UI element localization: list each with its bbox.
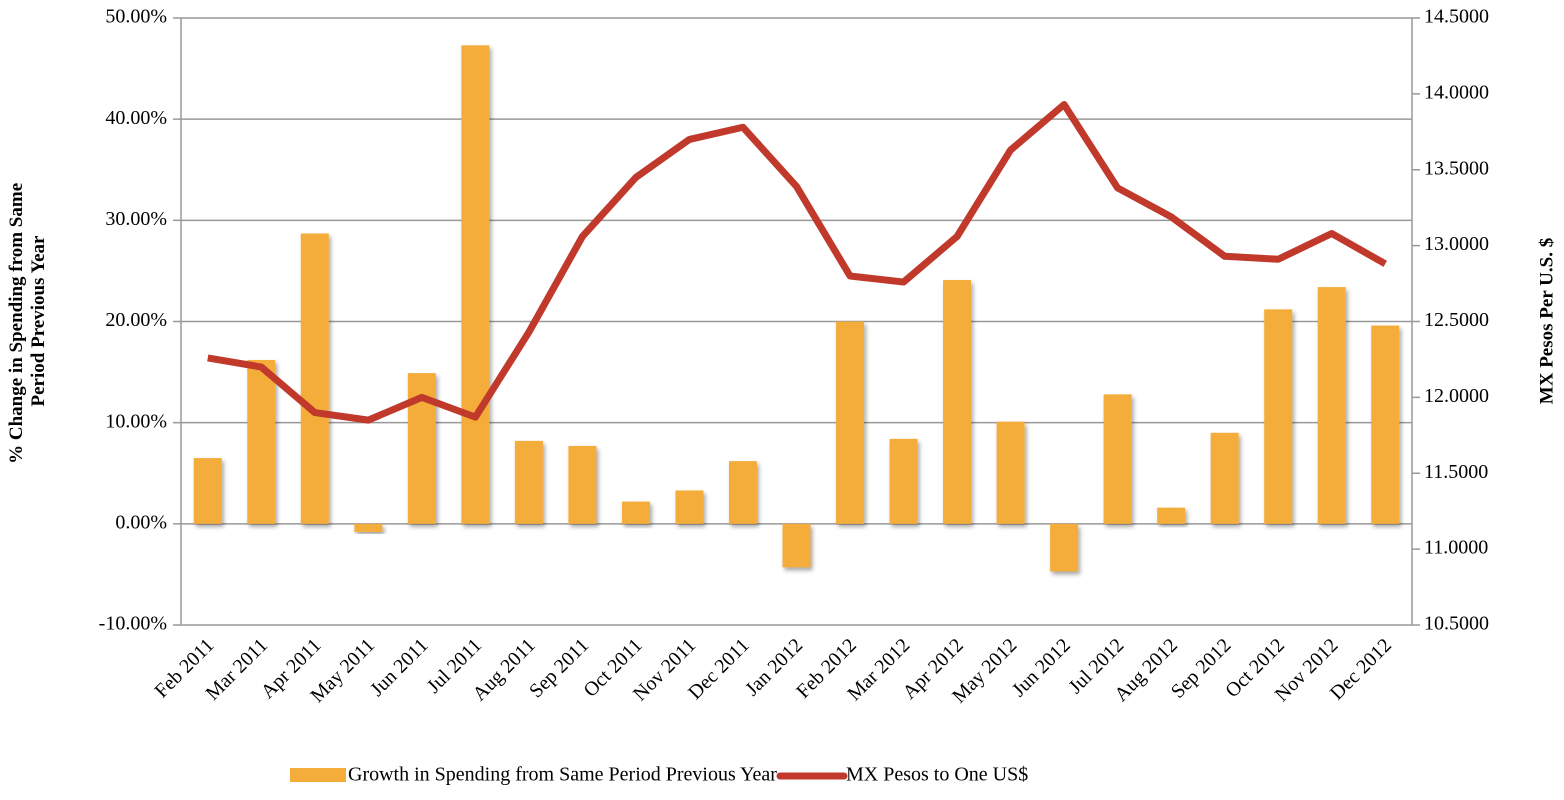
y2-tick-label: 12.0000: [1424, 385, 1489, 407]
y2-axis-title: MX Pesos Per U.S. $: [1536, 238, 1557, 404]
bar: [568, 445, 597, 524]
y2-tick-label: 11.0000: [1424, 537, 1488, 559]
bar: [1050, 523, 1079, 572]
y2-tick-label: 13.0000: [1424, 233, 1489, 255]
bar: [1371, 325, 1400, 524]
y-tick-label: 30.00%: [105, 208, 167, 230]
y2-tick-label: 11.5000: [1424, 461, 1488, 483]
y-tick-label: 50.00%: [105, 6, 167, 28]
y2-tick-label: 10.5000: [1424, 613, 1489, 635]
y-tick-label: 40.00%: [105, 107, 167, 129]
x-tick-label: Sep 2011: [525, 634, 593, 702]
bar: [889, 438, 918, 524]
bar: [461, 45, 490, 524]
y-tick-label: 20.00%: [105, 309, 167, 331]
y2-tick-label: 14.5000: [1424, 6, 1489, 28]
y-axis-title-line: % Change in Spending from Same: [6, 183, 27, 464]
bar: [621, 501, 650, 524]
legend-label: MX Pesos to One US$: [846, 764, 1028, 786]
y2-tick-label: 13.5000: [1424, 157, 1489, 179]
bar: [943, 280, 972, 524]
bar: [728, 461, 757, 524]
y-tick-label: 0.00%: [115, 511, 167, 533]
bar: [247, 359, 276, 524]
bar: [1157, 507, 1186, 524]
bar: [1317, 287, 1346, 524]
bar: [1210, 432, 1239, 524]
bar: [354, 523, 383, 532]
x-tick-label: Jun 2012: [1008, 634, 1075, 701]
x-tick-label: Jun 2011: [366, 634, 433, 701]
bar: [996, 421, 1025, 524]
y2-tick-label: 12.5000: [1424, 309, 1489, 331]
y-axis-title-line: Period Previous Year: [28, 235, 49, 407]
y-tick-label: -10.00%: [99, 613, 167, 635]
line: [207, 100, 1387, 424]
bar: [782, 523, 811, 568]
bar: [300, 233, 329, 524]
x-tick-label: Sep 2012: [1167, 634, 1236, 703]
bar: [193, 458, 222, 524]
bar: [675, 490, 704, 524]
legend-label: Growth in Spending from Same Period Prev…: [348, 764, 777, 786]
bar: [836, 321, 865, 524]
bar: [1103, 394, 1132, 524]
bar: [514, 440, 543, 524]
y-tick-label: 10.00%: [105, 410, 167, 432]
bar: [1264, 309, 1293, 524]
y-axis-title: % Change in Spending from Same Period Pr…: [6, 178, 49, 464]
legend-swatch: [290, 768, 346, 782]
y2-tick-label: 14.0000: [1424, 81, 1489, 103]
